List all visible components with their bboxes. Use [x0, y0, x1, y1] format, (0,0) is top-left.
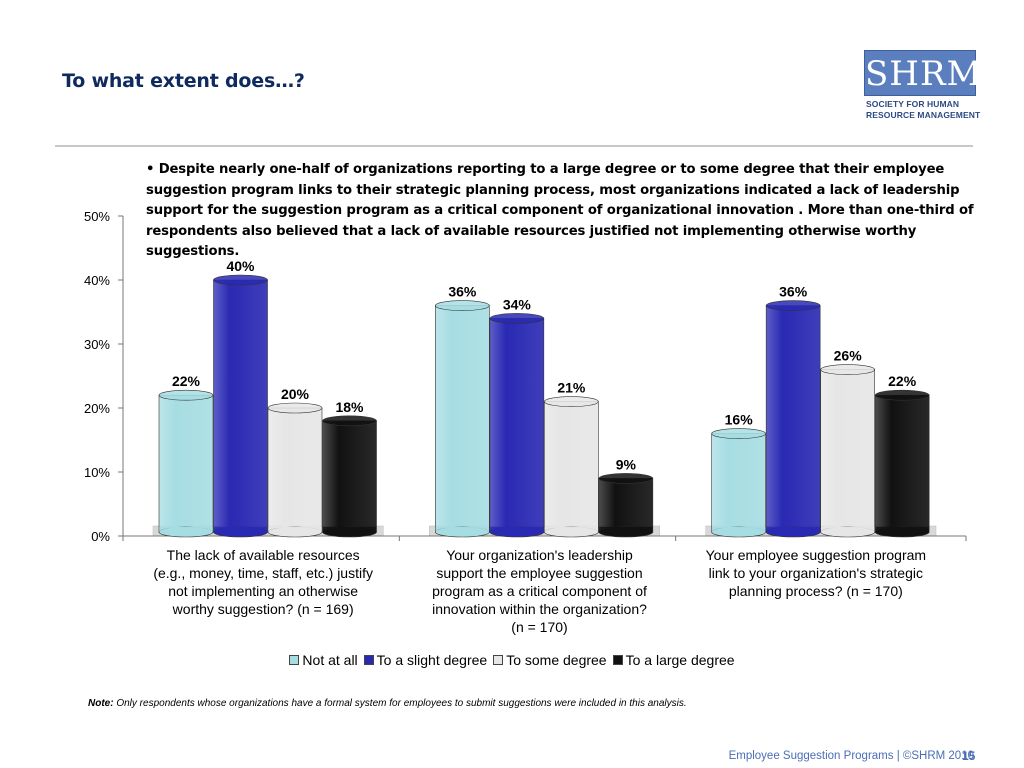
- y-tick-label: 20%: [84, 401, 110, 416]
- slide-title: To what extent does…?: [62, 70, 305, 92]
- data-label: 9%: [616, 456, 637, 472]
- legend-swatch: [363, 655, 374, 665]
- shrm-logo: SHRM SOCIETY FOR HUMAN RESOURCE MANAGEME…: [862, 50, 983, 122]
- bar-1-to-a-large-degree: [322, 415, 377, 538]
- data-label: 16%: [725, 412, 754, 428]
- bar-3-not-at-all: [711, 428, 766, 538]
- bar-2-not-at-all: [435, 300, 490, 538]
- legend-label: To some degree: [506, 652, 607, 668]
- bar-1-to-a-slight-degree: [213, 274, 268, 538]
- page-number: 15: [962, 749, 976, 763]
- y-tick-label: 30%: [84, 337, 110, 352]
- y-tick-label: 40%: [84, 273, 110, 288]
- bar-2-to-a-large-degree: [598, 473, 654, 538]
- logo-wordmark-box: SHRM: [864, 50, 983, 96]
- x-category-label-line: The lack of available resources: [166, 547, 360, 563]
- x-category-label-line: (n = 170): [511, 619, 568, 635]
- bar-chart: 0% 10% 20% 30% 40% 50% 22% 40% 20% 18% 36% 34% 21% 9…: [84, 209, 967, 544]
- x-category-label: Your organization's leadership support th…: [405, 546, 675, 636]
- data-label: 18%: [335, 399, 364, 415]
- chart-legend: Not at all To a slight degree To some degr…: [0, 652, 1024, 668]
- legend-swatch: [493, 655, 504, 665]
- x-category-label-line: innovation within the organization?: [432, 601, 647, 617]
- footnote-text: Only respondents whose organizations hav…: [113, 698, 687, 709]
- bar-1-not-at-all: [158, 389, 214, 538]
- x-category-label-line: planning process? (n = 170): [728, 583, 903, 599]
- legend-swatch: [612, 655, 623, 665]
- legend-label: To a slight degree: [376, 652, 488, 668]
- x-category-label-line: support the employee suggestion: [436, 565, 643, 581]
- legend-item: Not at all: [289, 652, 358, 668]
- y-tick-label: 50%: [84, 209, 110, 224]
- logo-tagline-2: RESOURCE MANAGEMENT: [866, 110, 981, 120]
- legend-item: To some degree: [493, 652, 607, 668]
- bar-2-to-some-degree: [544, 396, 599, 538]
- data-label: 40%: [226, 258, 255, 274]
- legend-label: Not at all: [302, 652, 358, 668]
- x-category-label-line: Your employee suggestion program: [705, 547, 927, 563]
- bar-1-to-some-degree: [267, 402, 323, 538]
- x-category-label: Your employee suggestion program link to …: [681, 546, 951, 600]
- x-category-label-line: worthy suggestion? (n = 169): [172, 601, 354, 617]
- x-category-label: The lack of available resources (e.g., mo…: [128, 546, 398, 618]
- bar-3-to-a-large-degree: [874, 389, 930, 538]
- header-divider: [55, 145, 973, 147]
- legend-item: To a large degree: [612, 652, 735, 668]
- x-category-label-line: program as a critical component of: [432, 583, 647, 599]
- logo-wordmark: SHRM: [865, 54, 983, 94]
- legend-swatch: [289, 655, 300, 665]
- legend-label: To a large degree: [625, 652, 735, 668]
- data-label: 36%: [779, 284, 808, 300]
- x-category-label-line: not implementing an otherwise: [168, 583, 359, 599]
- footnote: Note: Only respondents whose organizatio…: [88, 698, 687, 709]
- logo-tagline-1: SOCIETY FOR HUMAN: [866, 99, 960, 109]
- x-category-label-line: link to your organization's strategic: [708, 565, 923, 581]
- footer-text: Employee Suggestion Programs | ©SHRM 201…: [728, 750, 974, 762]
- x-category-label-line: Your organization's leadership: [446, 547, 633, 563]
- bar-2-to-a-slight-degree: [489, 313, 545, 538]
- y-tick-label: 10%: [84, 465, 110, 480]
- data-label: 21%: [557, 380, 586, 396]
- footnote-label: Note:: [88, 698, 114, 709]
- data-label: 34%: [503, 296, 532, 312]
- x-category-label-line: (e.g., money, time, staff, etc.) justify: [153, 565, 373, 581]
- callout-text: • Despite nearly one-half of organizatio…: [146, 162, 974, 259]
- bar-3-to-a-slight-degree: [765, 300, 821, 538]
- data-label: 20%: [281, 386, 310, 402]
- y-tick-label: 0%: [91, 529, 110, 544]
- data-label: 22%: [172, 373, 201, 389]
- legend-item: To a slight degree: [363, 652, 488, 668]
- data-label: 26%: [834, 348, 863, 364]
- data-label: 22%: [888, 373, 917, 389]
- data-label: 36%: [448, 284, 477, 300]
- bar-3-to-some-degree: [820, 364, 875, 538]
